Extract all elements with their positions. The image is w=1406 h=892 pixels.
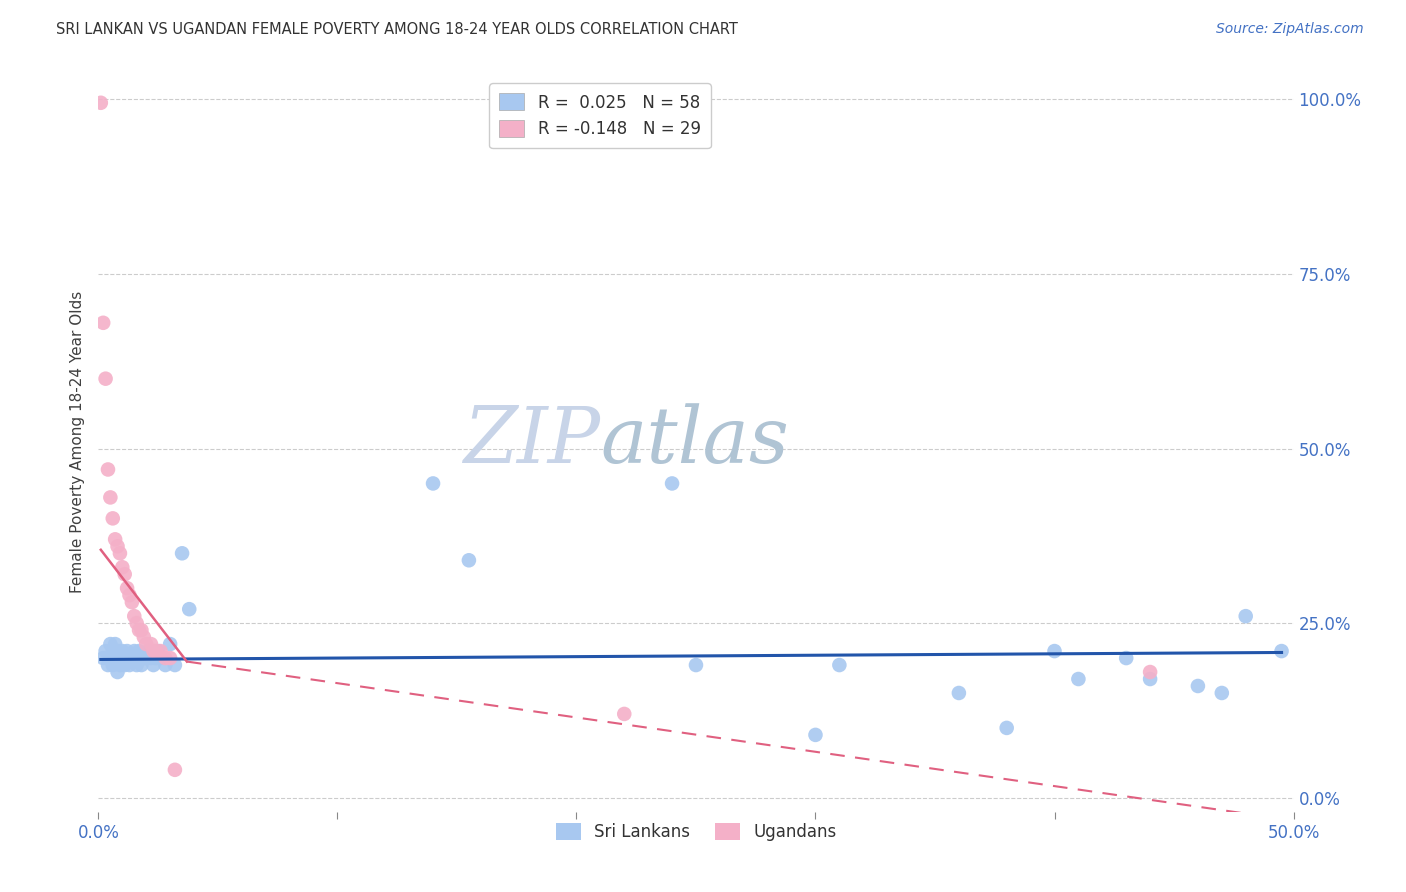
Point: [90, 95, 112, 110]
Point: [149, 644, 172, 658]
Y-axis label: Female Poverty Among 18-24 Year Olds: Female Poverty Among 18-24 Year Olds: [70, 291, 86, 592]
Point: [1234, 609, 1257, 624]
Point: [149, 651, 172, 665]
Point: [118, 651, 141, 665]
Point: [94, 644, 117, 658]
Point: [121, 651, 143, 665]
Point: [1115, 651, 1137, 665]
Point: [125, 616, 148, 631]
Point: [98, 651, 122, 665]
Point: [1067, 672, 1090, 686]
Point: [104, 533, 127, 547]
Point: [125, 651, 148, 665]
Point: [107, 539, 129, 553]
Point: [132, 630, 155, 644]
Text: SRI LANKAN VS UGANDAN FEMALE POVERTY AMONG 18-24 YEAR OLDS CORRELATION CHART: SRI LANKAN VS UGANDAN FEMALE POVERTY AMO…: [56, 22, 738, 37]
Point: [124, 651, 146, 665]
Point: [104, 651, 127, 665]
Point: [107, 644, 129, 658]
Point: [98, 491, 122, 505]
Point: [108, 546, 131, 560]
Point: [128, 623, 150, 637]
Point: [115, 581, 138, 595]
Point: [179, 602, 201, 616]
Point: [118, 658, 141, 673]
Point: [139, 637, 162, 651]
Point: [138, 644, 160, 658]
Point: [107, 665, 129, 679]
Point: [139, 651, 162, 665]
Point: [142, 658, 165, 673]
Point: [101, 511, 124, 525]
Point: [1139, 672, 1161, 686]
Point: [111, 560, 134, 574]
Text: ZIP: ZIP: [463, 403, 600, 480]
Point: [613, 706, 636, 721]
Point: [115, 644, 138, 658]
Point: [114, 567, 136, 582]
Point: [828, 658, 851, 673]
Point: [159, 651, 181, 665]
Point: [97, 462, 120, 476]
Point: [104, 637, 127, 651]
Point: [804, 728, 827, 742]
Point: [1043, 644, 1066, 658]
Point: [661, 476, 683, 491]
Point: [121, 595, 143, 609]
Point: [111, 644, 134, 658]
Point: [163, 763, 186, 777]
Point: [685, 658, 707, 673]
Point: [91, 651, 114, 665]
Legend: Sri Lankans, Ugandans: Sri Lankans, Ugandans: [548, 816, 844, 847]
Point: [135, 651, 157, 665]
Point: [145, 651, 167, 665]
Point: [108, 651, 131, 665]
Point: [948, 686, 970, 700]
Point: [131, 658, 153, 673]
Text: atlas: atlas: [600, 403, 789, 480]
Point: [1271, 644, 1294, 658]
Point: [132, 651, 155, 665]
Point: [142, 644, 165, 658]
Point: [118, 588, 141, 602]
Point: [145, 644, 167, 658]
Text: Source: ZipAtlas.com: Source: ZipAtlas.com: [1216, 22, 1364, 37]
Point: [125, 658, 148, 673]
Point: [422, 476, 444, 491]
Point: [1139, 665, 1161, 679]
Point: [458, 553, 481, 567]
Point: [172, 546, 194, 560]
Point: [111, 651, 134, 665]
Point: [101, 658, 124, 673]
Point: [91, 316, 114, 330]
Point: [94, 372, 117, 386]
Point: [1211, 686, 1233, 700]
Point: [995, 721, 1018, 735]
Point: [101, 644, 124, 658]
Point: [155, 651, 177, 665]
Point: [135, 637, 157, 651]
Point: [131, 623, 153, 637]
Point: [97, 658, 120, 673]
Point: [155, 658, 177, 673]
Point: [124, 644, 146, 658]
Point: [114, 658, 136, 673]
Point: [159, 637, 181, 651]
Point: [148, 644, 170, 658]
Point: [115, 651, 138, 665]
Point: [128, 644, 150, 658]
Point: [98, 637, 122, 651]
Point: [108, 658, 131, 673]
Point: [131, 651, 153, 665]
Point: [124, 609, 146, 624]
Point: [1187, 679, 1209, 693]
Point: [114, 651, 136, 665]
Point: [163, 658, 186, 673]
